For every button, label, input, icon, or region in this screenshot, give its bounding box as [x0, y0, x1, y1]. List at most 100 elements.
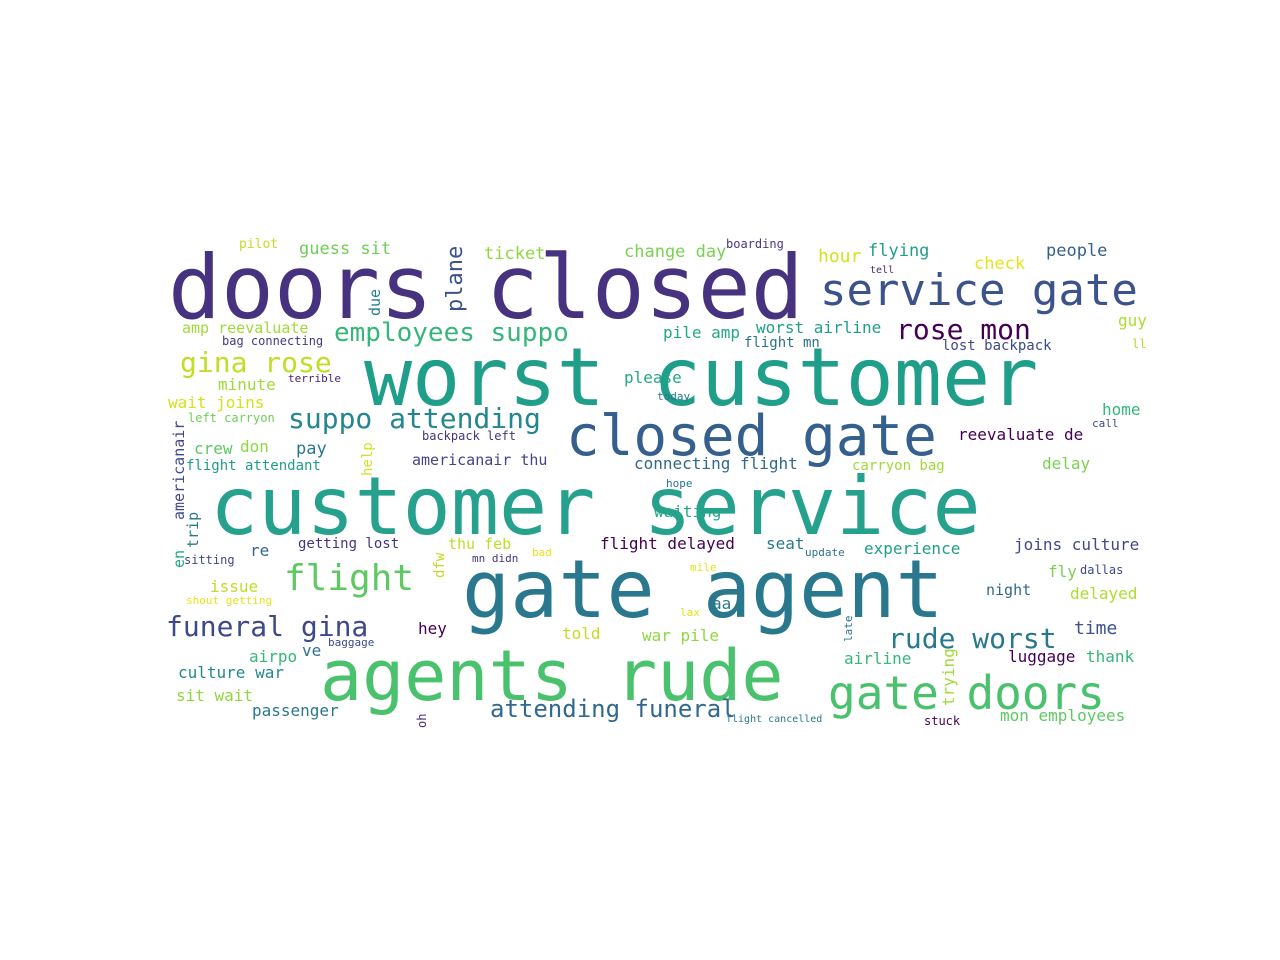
word: hour	[818, 246, 862, 267]
word: flying	[868, 241, 929, 261]
word: terrible	[288, 372, 341, 385]
word: update	[805, 546, 845, 559]
word: issue	[210, 577, 258, 596]
word: employees suppo	[334, 318, 569, 348]
word: waiting	[654, 502, 721, 521]
word: closed gate	[566, 404, 937, 469]
word: carryon bag	[852, 458, 945, 474]
word: plane	[443, 246, 468, 312]
word: told	[562, 624, 601, 643]
word: sit wait	[176, 686, 253, 705]
word: getting lost	[298, 536, 399, 552]
word: minute	[218, 375, 276, 394]
word: doors closed	[168, 236, 804, 339]
word: home	[1102, 400, 1141, 419]
word: flight attendant	[186, 458, 321, 474]
word: due	[366, 289, 384, 316]
word: thu feb	[448, 535, 511, 553]
word: worst customer	[364, 331, 1038, 424]
word: help	[360, 442, 376, 476]
word: backpack left	[422, 429, 516, 443]
word: wait joins	[168, 393, 264, 412]
word: crew	[194, 439, 233, 458]
word: mn didn	[472, 552, 518, 565]
word: mile	[690, 561, 717, 574]
word: check	[974, 254, 1025, 274]
word: late	[842, 616, 855, 643]
word: change day	[624, 242, 726, 262]
word: lost backpack	[942, 338, 1052, 354]
word: dfw	[432, 552, 448, 578]
word: tell	[870, 265, 894, 276]
word: night	[986, 581, 1031, 599]
word: war pile	[642, 626, 719, 645]
word: re	[250, 541, 269, 560]
word: dallas	[1080, 563, 1123, 577]
word: people	[1046, 241, 1107, 261]
word: americanair	[170, 421, 188, 520]
word: stuck	[924, 714, 961, 728]
word: flight cancelled	[726, 714, 822, 725]
word: ve	[302, 641, 321, 660]
word: sitting	[184, 553, 235, 567]
word: oh	[415, 714, 429, 728]
word: gate agent	[462, 543, 944, 636]
word: agents rude	[320, 635, 784, 717]
word: don	[240, 437, 269, 456]
word: pilot	[239, 237, 278, 252]
word: amp reevaluate	[182, 319, 308, 337]
word: ll	[1132, 337, 1146, 351]
word: bad	[532, 546, 552, 559]
word: pile amp	[663, 323, 740, 342]
word: left carryon	[188, 411, 275, 425]
word: guess sit	[299, 239, 391, 259]
word: luggage	[1008, 647, 1075, 666]
word: baggage	[328, 636, 374, 649]
word: trip	[184, 512, 202, 548]
word: airpo	[249, 647, 297, 666]
word: shout getting	[186, 594, 272, 607]
word: airline	[844, 649, 911, 668]
word: culture war	[178, 663, 284, 682]
word: aa	[712, 594, 731, 613]
word: rude worst	[888, 622, 1057, 655]
word: mon employees	[1000, 706, 1125, 725]
word: call	[1092, 417, 1119, 430]
word: worst airline	[756, 318, 881, 337]
word: service gate	[820, 265, 1138, 316]
word: passenger	[252, 701, 339, 720]
word: today	[657, 390, 690, 403]
word: thank	[1086, 647, 1135, 666]
word: gina rose	[180, 346, 332, 379]
word: guy	[1118, 311, 1147, 330]
word: boarding	[726, 237, 784, 251]
word: flight mn	[744, 335, 820, 351]
word: flight	[284, 558, 414, 599]
word: fly	[1048, 562, 1077, 581]
word: lax	[680, 606, 700, 619]
word: ticket	[484, 244, 545, 264]
word: attending funeral	[490, 695, 736, 723]
word: hey	[418, 619, 447, 638]
word: rose mon	[896, 313, 1031, 346]
word: delayed	[1070, 584, 1137, 603]
word: experience	[864, 539, 960, 558]
word: trying	[939, 648, 958, 706]
word: seat	[766, 534, 805, 553]
word: gate doors	[828, 666, 1105, 720]
word: customer service	[210, 460, 981, 553]
word: reevaluate de	[958, 425, 1083, 444]
word: please	[624, 368, 682, 387]
word: connecting flight	[634, 454, 798, 473]
word: flight delayed	[600, 534, 735, 553]
word: pay	[296, 439, 327, 459]
word: en	[170, 550, 188, 568]
word: delay	[1042, 454, 1091, 473]
word: americanair thu	[412, 451, 547, 469]
word: hope	[666, 477, 693, 490]
word: funeral gina	[166, 610, 368, 643]
word: suppo attending	[288, 402, 541, 435]
word: bag connecting	[222, 334, 323, 348]
word: joins culture	[1014, 535, 1139, 554]
